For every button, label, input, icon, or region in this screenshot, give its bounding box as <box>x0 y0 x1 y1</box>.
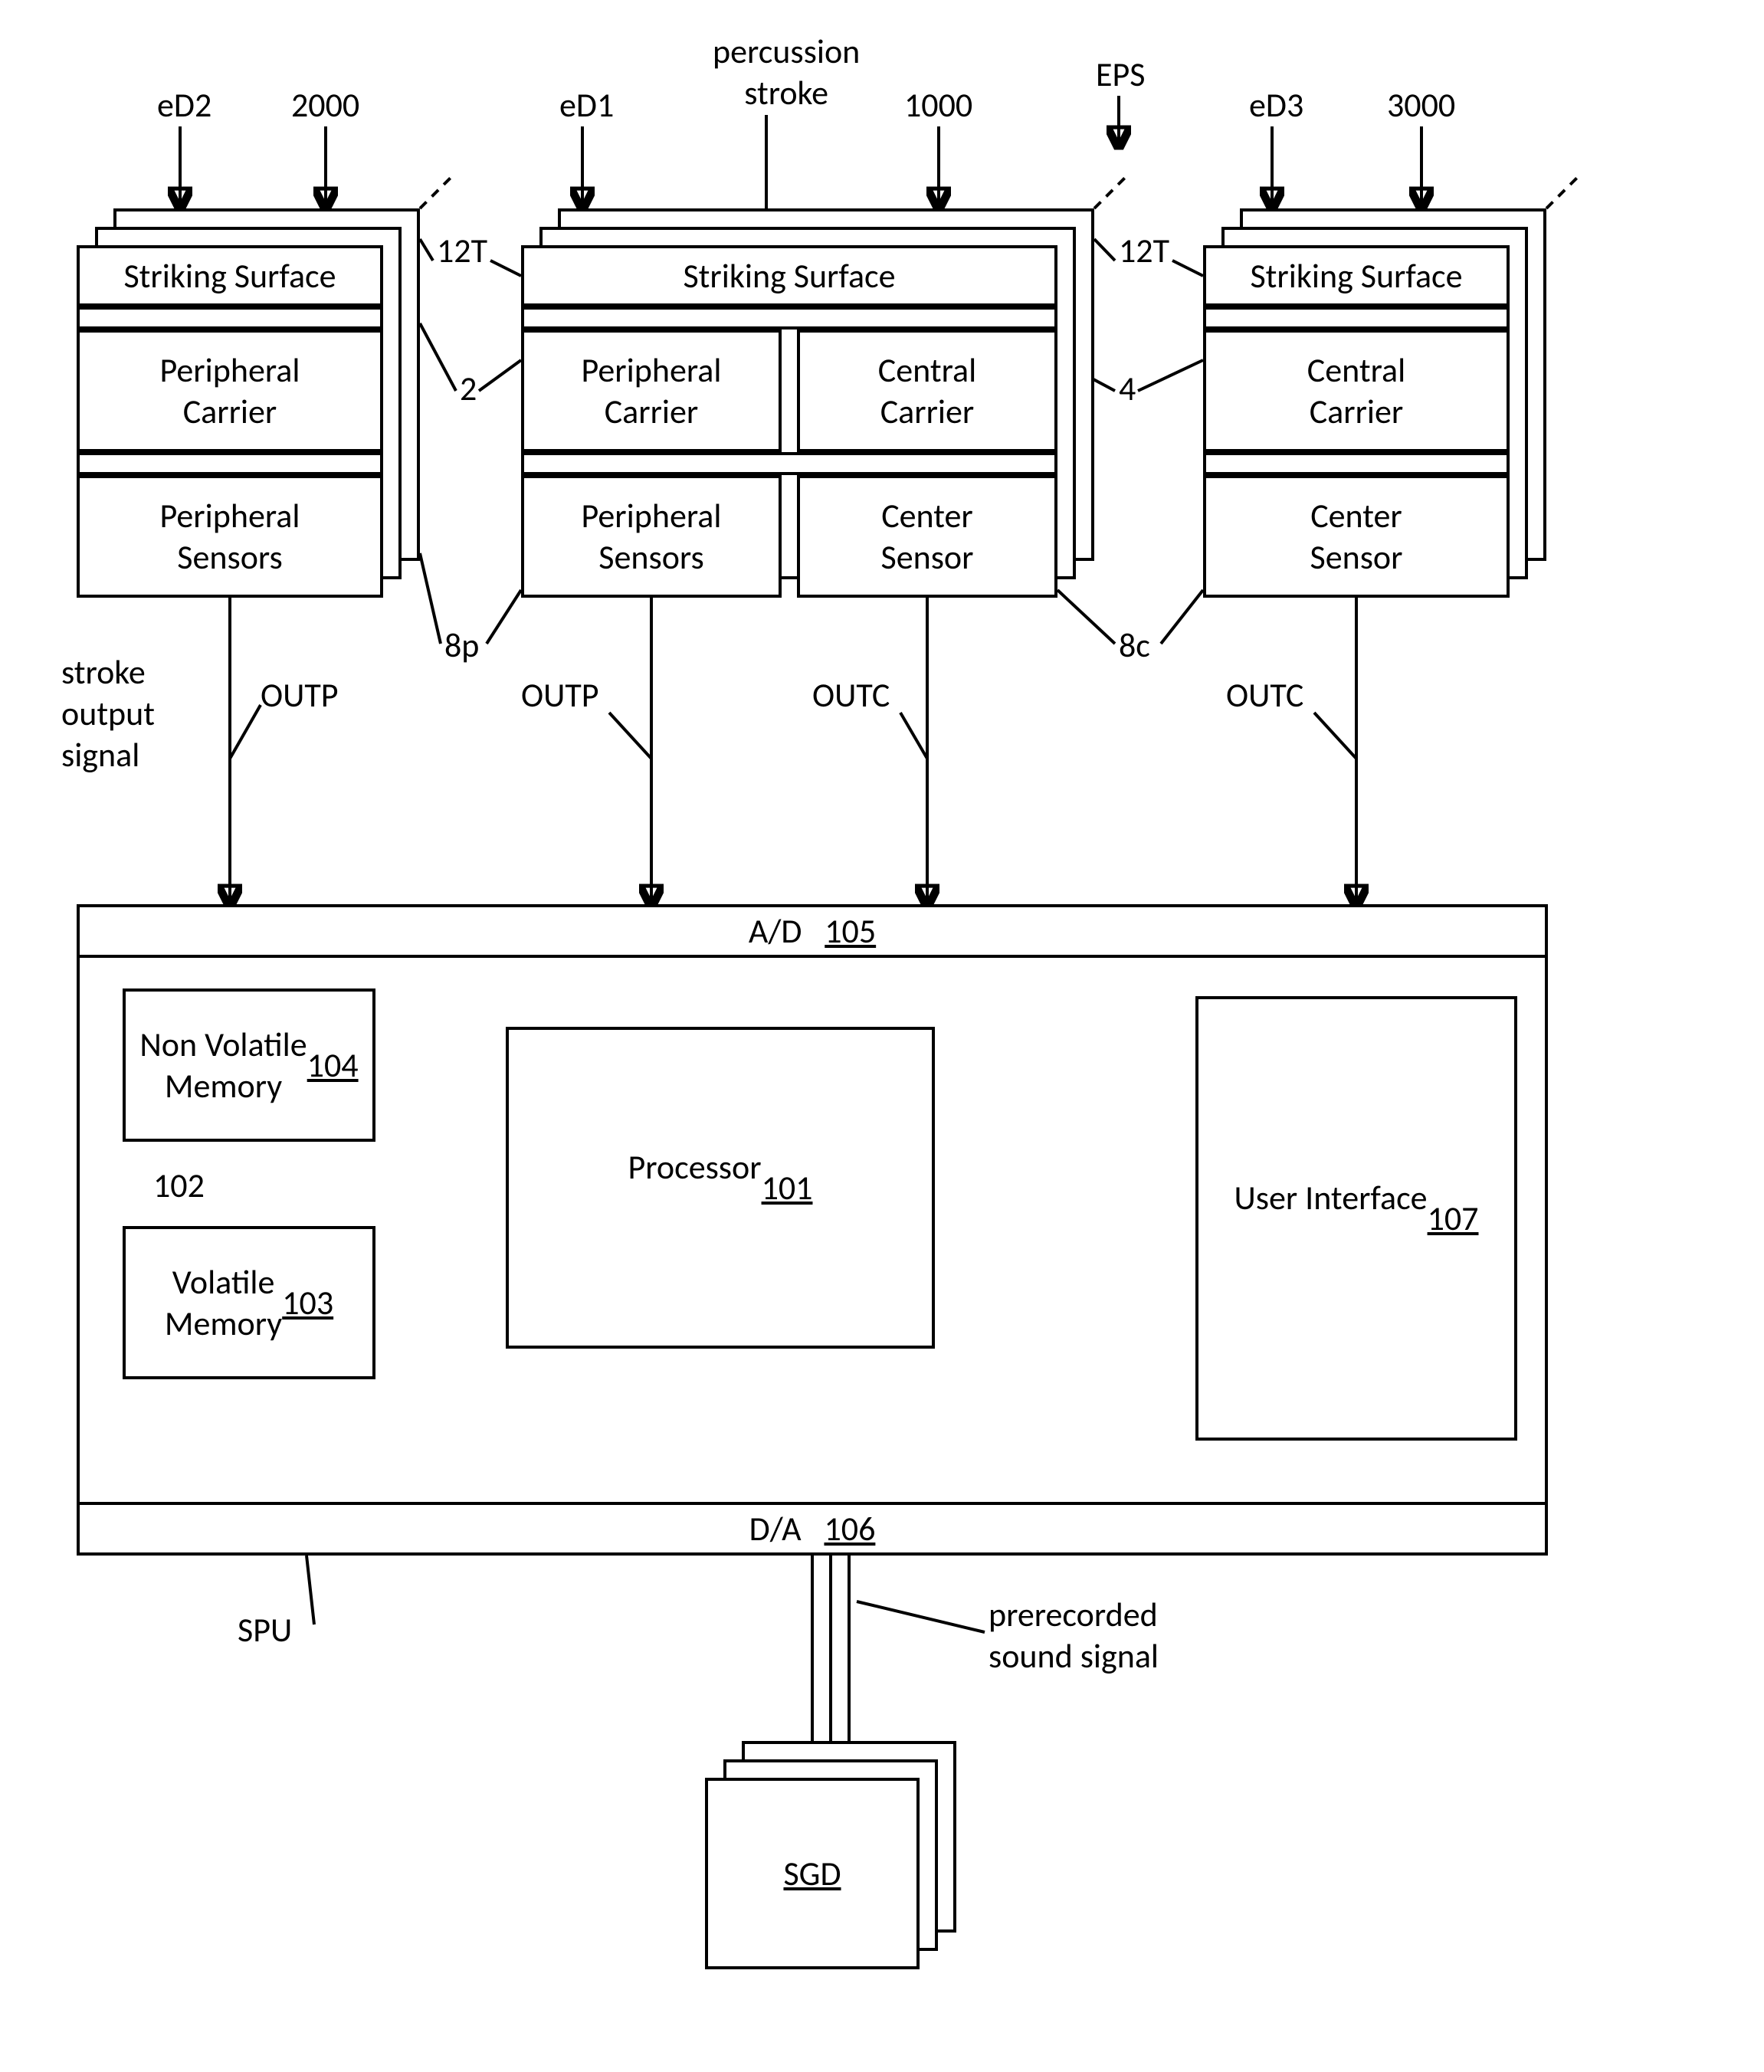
peripheral-carrier: PeripheralCarrier <box>521 329 782 452</box>
center-sensor: CenterSensor <box>1203 475 1510 598</box>
label-OUTP-2: OUTP <box>521 674 599 716</box>
ui-box: User Interface107 <box>1195 996 1517 1441</box>
label-percussion: percussionstroke <box>713 31 860 113</box>
label-2000: 2000 <box>291 84 359 126</box>
label-102: 102 <box>153 1165 205 1206</box>
label-1000: 1000 <box>904 84 972 126</box>
sgd-box: SGD <box>705 1778 920 1969</box>
gap <box>1203 452 1510 475</box>
label-stroke-output: strokeoutputsignal <box>61 651 155 775</box>
ad-box: A/D 105 <box>77 904 1548 958</box>
gap <box>521 452 1057 475</box>
gap <box>521 307 1057 329</box>
label-3000: 3000 <box>1387 84 1455 126</box>
label-OUTC-1: OUTC <box>812 674 890 716</box>
label-OUTP-1: OUTP <box>261 674 339 716</box>
label-eD2: eD2 <box>157 84 211 126</box>
striking-surface: Striking Surface <box>521 245 1057 307</box>
striking-surface: Striking Surface <box>77 245 383 307</box>
nvmem-box: Non VolatileMemory104 <box>123 988 375 1142</box>
vmem-box: VolatileMemory103 <box>123 1226 375 1379</box>
peripheral-carrier: PeripheralCarrier <box>77 329 383 452</box>
label-OUTC-2: OUTC <box>1226 674 1303 716</box>
da-box: D/A 106 <box>77 1502 1548 1556</box>
processor-box: Processor101 <box>506 1027 935 1349</box>
label-12T-right: 12T <box>1119 230 1169 271</box>
label-eD3: eD3 <box>1249 84 1303 126</box>
label-eD1: eD1 <box>559 84 614 126</box>
striking-surface: Striking Surface <box>1203 245 1510 307</box>
center-sensor: CenterSensor <box>797 475 1057 598</box>
peripheral-sensors: PeripheralSensors <box>521 475 782 598</box>
gap <box>1203 307 1510 329</box>
central-carrier: CentralCarrier <box>1203 329 1510 452</box>
label-8c: 8c <box>1119 625 1150 666</box>
label-SPU: SPU <box>238 1609 292 1651</box>
peripheral-sensors: PeripheralSensors <box>77 475 383 598</box>
label-EPS: EPS <box>1096 54 1145 95</box>
label-prerecorded: prerecordedsound signal <box>989 1594 1159 1677</box>
central-carrier: CentralCarrier <box>797 329 1057 452</box>
label-4: 4 <box>1119 368 1136 409</box>
label-8p: 8p <box>444 625 479 666</box>
label-12T-left: 12T <box>437 230 487 271</box>
label-2: 2 <box>460 368 477 409</box>
gap <box>77 307 383 329</box>
gap <box>77 452 383 475</box>
